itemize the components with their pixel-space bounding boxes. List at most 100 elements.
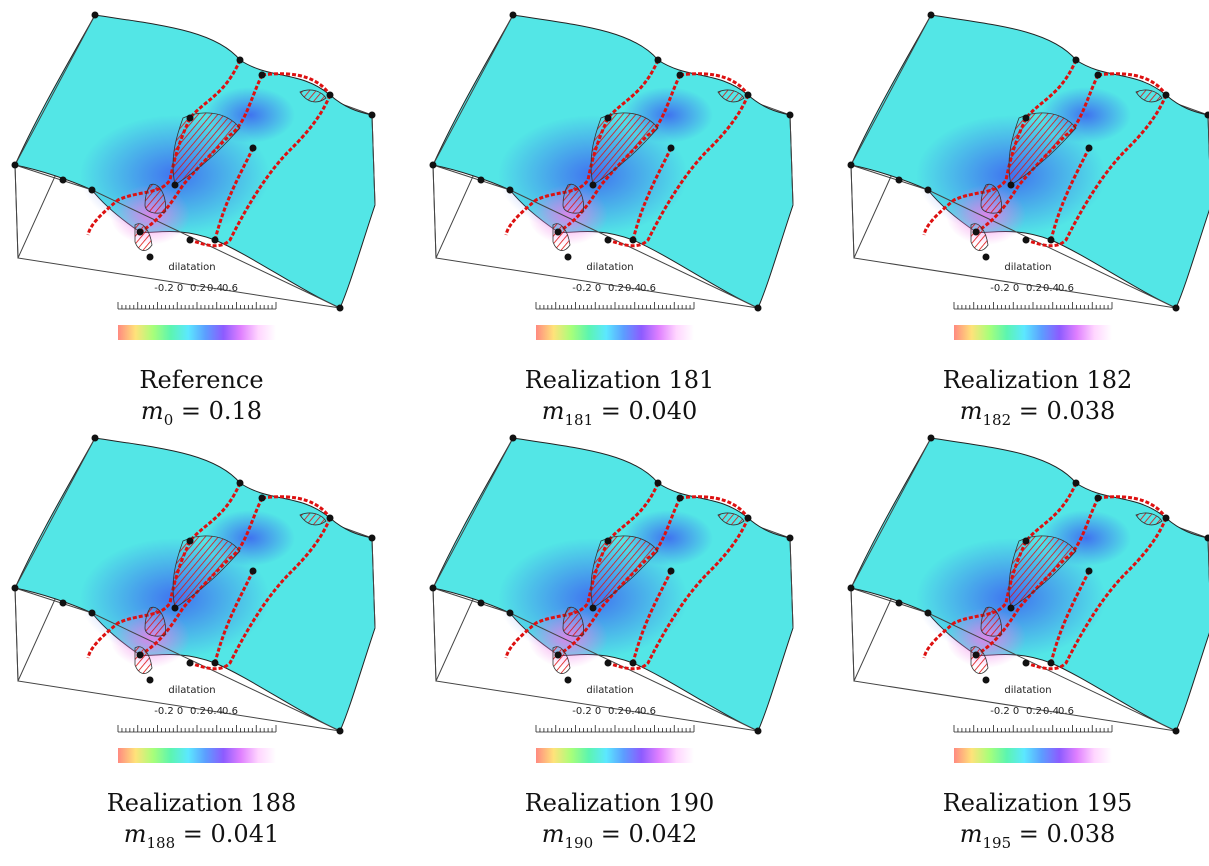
panel-title: Reference xyxy=(139,366,264,394)
panel-title: Realization 182 xyxy=(942,366,1133,394)
colorbar-tick-label: -0.2 xyxy=(572,283,592,294)
colorbar xyxy=(954,748,1112,763)
seam-curves xyxy=(86,482,332,671)
colorbar-tick-label: 0.4 xyxy=(625,706,641,717)
panel-caption: Reference m0 = 0.18 xyxy=(0,365,403,436)
colorbar-tick-label: 0.2 xyxy=(1026,283,1042,294)
panel-caption: Realization 181 m181 = 0.040 xyxy=(418,365,821,436)
hatched-patches xyxy=(134,512,327,674)
bounding-box-front xyxy=(14,437,376,732)
hatched-patches xyxy=(552,89,745,251)
colorbar-label: dilatation xyxy=(1004,262,1052,273)
panel-caption: Realization 195 m195 = 0.038 xyxy=(836,788,1209,859)
metric-value: = 0.038 xyxy=(1018,397,1116,425)
surface-plot xyxy=(847,11,1209,340)
panel-title: Realization 188 xyxy=(106,789,297,817)
colorbar-tick-label: 0.2 xyxy=(1026,706,1042,717)
panel-metric: m188 = 0.041 xyxy=(0,818,403,859)
realization-panel-0: dilatation -0.2 0 0.2 0.4 0.6 Reference m0 =… xyxy=(0,0,403,433)
control-points xyxy=(11,434,376,735)
high-strain-region xyxy=(110,608,190,668)
realization-panel-1: dilatation -0.2 0 0.2 0.4 0.6 Realization 18… xyxy=(418,0,821,433)
colorbar-tick-label: 0.2 xyxy=(190,283,206,294)
panel-metric: m181 = 0.040 xyxy=(418,395,821,436)
metric-symbol: m xyxy=(541,397,565,425)
colorbar xyxy=(536,748,694,763)
panel-metric: m195 = 0.038 xyxy=(836,818,1209,859)
surface-plot xyxy=(429,434,794,763)
realization-panel-5: dilatation -0.2 0 0.2 0.4 0.6 Realization 19… xyxy=(836,423,1209,856)
metric-subscript: 190 xyxy=(564,833,594,852)
control-points xyxy=(847,434,1209,735)
colorbar-tick-label: -0.2 xyxy=(572,706,592,717)
metric-value: = 0.041 xyxy=(182,820,280,848)
control-points xyxy=(429,11,794,312)
panel-caption: Realization 190 m190 = 0.042 xyxy=(418,788,821,859)
surface-plot xyxy=(11,434,376,763)
colorbar-tick-label: 0.6 xyxy=(1058,283,1074,294)
metric-subscript: 181 xyxy=(564,410,594,429)
colorbar-tick-label: 0.2 xyxy=(608,283,624,294)
colorbar xyxy=(536,325,694,340)
panel-caption: Realization 182 m182 = 0.038 xyxy=(836,365,1209,436)
metric-symbol: m xyxy=(140,397,164,425)
colorbar-tick-label: 0.4 xyxy=(1043,283,1059,294)
metric-value: = 0.042 xyxy=(600,820,698,848)
colorbar-tick-label: 0.6 xyxy=(222,283,238,294)
metric-symbol: m xyxy=(541,820,565,848)
high-strain-region xyxy=(946,185,1026,245)
colorbar-label: dilatation xyxy=(168,262,216,273)
colorbar-tick-label: 0.4 xyxy=(207,706,223,717)
surface-plot xyxy=(847,434,1209,763)
colorbar-tick-label: -0.2 xyxy=(154,706,174,717)
panel-metric: m0 = 0.18 xyxy=(0,395,403,436)
hatched-patches xyxy=(134,89,327,251)
colorbar-label: dilatation xyxy=(1004,685,1052,696)
colorbar-tick-label: 0.4 xyxy=(207,283,223,294)
colorbar-tick-label: -0.2 xyxy=(990,706,1010,717)
control-points xyxy=(11,11,376,312)
high-strain-region xyxy=(528,185,608,245)
surface-plot xyxy=(11,11,376,340)
panel-metric: m182 = 0.038 xyxy=(836,395,1209,436)
control-points xyxy=(429,434,794,735)
colorbar-label: dilatation xyxy=(168,685,216,696)
colorbar-tick-label: 0.6 xyxy=(1058,706,1074,717)
high-strain-region xyxy=(946,608,1026,668)
panel-title: Realization 195 xyxy=(942,789,1133,817)
colorbar-label: dilatation xyxy=(586,685,634,696)
surface-plot xyxy=(429,11,794,340)
control-points xyxy=(847,11,1209,312)
colorbar-tick-label: 0.2 xyxy=(608,706,624,717)
colorbar-axis xyxy=(117,725,277,733)
colorbar-tick-label: 0.6 xyxy=(640,706,656,717)
metric-subscript: 0 xyxy=(163,410,174,429)
colorbar-tick-label: 0.6 xyxy=(640,283,656,294)
colorbar-tick-label: -0.2 xyxy=(154,283,174,294)
metric-value: = 0.038 xyxy=(1018,820,1116,848)
metric-symbol: m xyxy=(959,397,983,425)
metric-symbol: m xyxy=(123,820,147,848)
colorbar-tick-label: 0 xyxy=(594,706,602,717)
metric-subscript: 188 xyxy=(146,833,176,852)
colorbar-tick-label: 0 xyxy=(1012,283,1020,294)
metric-subscript: 182 xyxy=(982,410,1012,429)
colorbar xyxy=(118,748,276,763)
colorbar-axis xyxy=(535,725,695,733)
metric-symbol: m xyxy=(959,820,983,848)
colorbar-tick-label: 0 xyxy=(1012,706,1020,717)
realization-panel-2: dilatation -0.2 0 0.2 0.4 0.6 Realization 18… xyxy=(836,0,1209,433)
metric-value: = 0.18 xyxy=(180,397,263,425)
colorbar-tick-label: 0 xyxy=(176,283,184,294)
colorbar-tick-label: 0 xyxy=(176,706,184,717)
colorbar-axis xyxy=(535,302,695,310)
high-strain-region xyxy=(528,608,608,668)
colorbar-label: dilatation xyxy=(586,262,634,273)
colorbar-tick-label: 0.6 xyxy=(222,706,238,717)
colorbar-tick-label: 0.4 xyxy=(625,283,641,294)
colorbar xyxy=(954,325,1112,340)
colorbar-axis xyxy=(117,302,277,310)
high-strain-region xyxy=(110,185,190,245)
bounding-box-front xyxy=(432,14,794,309)
colorbar-tick-label: 0.2 xyxy=(190,706,206,717)
